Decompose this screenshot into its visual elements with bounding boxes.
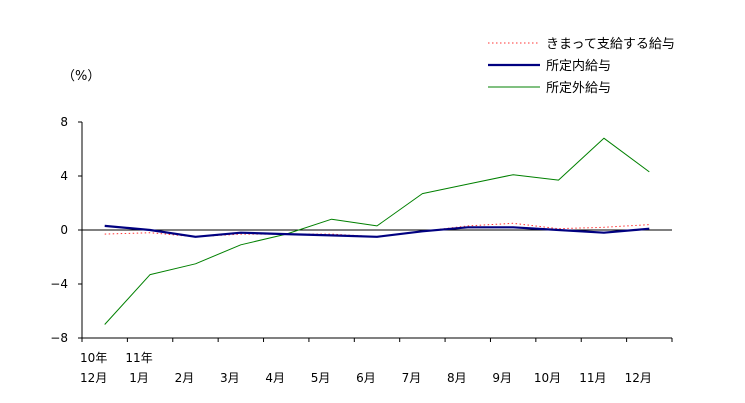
legend-label-2: 所定外給与	[546, 81, 611, 96]
y-tick-label: −8	[50, 331, 68, 345]
x-tick-label: 5月	[311, 371, 331, 385]
y-axis-unit-label: （%）	[62, 69, 100, 84]
x-tick-label: 10月	[534, 371, 561, 385]
y-axis: 8 4 0 −4 −8	[50, 115, 82, 345]
series-line-1	[104, 224, 650, 238]
series-layer	[104, 137, 650, 325]
y-tick-label: 0	[60, 223, 68, 237]
x-tick-label: 1月	[129, 371, 149, 385]
legend-label-0: きまって支給する給与	[546, 37, 675, 52]
plot-area	[81, 122, 672, 339]
x-tick-label: 3月	[220, 371, 240, 385]
x-axis: 10年 12月 11年 1月 2月 3月 4月 5月 6月 7月 8月 9月 10月 11月 12月	[80, 338, 673, 385]
x-tick-label: 12月	[625, 371, 652, 385]
x-tick-label: 11月	[579, 371, 606, 385]
x-tick-label: 8月	[447, 371, 467, 385]
legend-label-1: 所定内給与	[546, 58, 611, 74]
series-line-2	[104, 137, 650, 325]
y-tick-label: 8	[60, 115, 68, 129]
x-tick-label-year: 10年	[80, 351, 107, 365]
x-tick-label: 12月	[80, 371, 107, 385]
x-tick-label-year: 11年	[125, 351, 152, 365]
x-tick-label: 6月	[356, 371, 376, 385]
y-tick-label: −4	[50, 277, 68, 291]
x-tick-label: 7月	[402, 371, 422, 385]
y-tick-label: 4	[60, 169, 68, 183]
x-tick-label: 9月	[492, 371, 512, 385]
x-tick-label: 4月	[265, 371, 285, 385]
x-tick-label: 2月	[175, 371, 195, 385]
